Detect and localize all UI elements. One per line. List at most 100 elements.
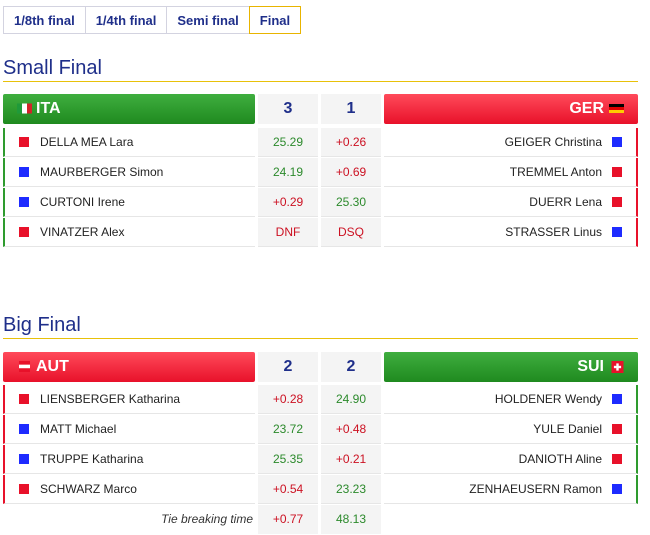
left-athlete-cell[interactable]: MATT Michael [3,415,255,444]
team-score-right: 2 [321,352,381,382]
course-red-marker [612,197,622,207]
course-blue-marker [19,424,29,434]
left-time: DNF [258,218,318,247]
right-time: +0.26 [321,128,381,157]
course-blue-marker [612,137,622,147]
left-athlete-cell[interactable]: TRUPPE Katharina [3,445,255,474]
right-time: 25.30 [321,188,381,217]
right-time: 24.90 [321,385,381,414]
course-red-marker [612,167,622,177]
section-divider [3,81,638,82]
course-blue-marker [612,484,622,494]
left-athlete-name: MAURBERGER Simon [40,165,164,179]
right-athlete-name: DANIOTH Aline [518,452,602,466]
left-time: 25.35 [258,445,318,474]
team-code: AUT [36,358,69,375]
tab-1-4th-final[interactable]: 1/4th final [84,6,168,34]
course-blue-marker [612,394,622,404]
left-athlete-cell[interactable]: LIENSBERGER Katharina [3,385,255,414]
section-title-big-final: Big Final [3,314,81,336]
course-blue-marker [19,454,29,464]
right-athlete-cell[interactable]: DUERR Lena [384,188,638,217]
left-athlete-cell[interactable]: SCHWARZ Marco [3,475,255,504]
left-time: 25.29 [258,128,318,157]
tie-break-left-time: +0.77 [258,505,318,534]
team-score-left: 3 [258,94,318,124]
matchup-row: TRUPPE Katharina 25.35 +0.21 DANIOTH Aline [3,445,638,475]
matchup-row: MATT Michael 23.72 +0.48 YULE Daniel [3,415,638,445]
left-athlete-name: TRUPPE Katharina [40,452,144,466]
right-athlete-name: DUERR Lena [529,195,602,209]
left-athlete-name: DELLA MEA Lara [40,135,134,149]
right-athlete-name: TREMMEL Anton [509,165,602,179]
course-red-marker [612,424,622,434]
right-time: +0.21 [321,445,381,474]
left-time: 23.72 [258,415,318,444]
left-time: 24.19 [258,158,318,187]
left-athlete-name: MATT Michael [40,422,117,436]
left-athlete-cell[interactable]: MAURBERGER Simon [3,158,255,187]
course-red-marker [612,454,622,464]
switzerland-flag-icon [611,361,624,373]
team-header-sui: SUI [384,352,638,382]
right-athlete-cell[interactable]: DANIOTH Aline [384,445,638,474]
tab-1-8th-final[interactable]: 1/8th final [3,6,86,34]
right-athlete-name: STRASSER Linus [505,225,602,239]
course-red-marker [19,137,29,147]
matchup-row: SCHWARZ Marco +0.54 23.23 ZENHAEUSERN Ramon [3,475,638,505]
course-red-marker [19,394,29,404]
course-blue-marker [612,227,622,237]
team-code: SUI [577,358,604,375]
team-score-left: 2 [258,352,318,382]
left-time: +0.54 [258,475,318,504]
course-blue-marker [19,167,29,177]
matchup-row: VINATZER Alex DNF DSQ STRASSER Linus [3,218,638,248]
section-divider [3,338,638,339]
team-header-ita: ITA [3,94,255,124]
right-athlete-cell[interactable]: ZENHAEUSERN Ramon [384,475,638,504]
right-time: +0.69 [321,158,381,187]
left-athlete-cell[interactable]: CURTONI Irene [3,188,255,217]
team-score-right: 1 [321,94,381,124]
austria-flag-icon [19,361,30,372]
right-time: +0.48 [321,415,381,444]
right-athlete-cell[interactable]: HOLDENER Wendy [384,385,638,414]
right-time: 23.23 [321,475,381,504]
right-athlete-name: YULE Daniel [533,422,602,436]
round-tabs: 1/8th final 1/4th final Semi final Final [3,6,302,34]
right-athlete-cell[interactable]: TREMMEL Anton [384,158,638,187]
germany-flag-icon [609,104,624,113]
right-time: DSQ [321,218,381,247]
tie-breaking-label: Tie breaking time [161,512,253,526]
left-time: +0.29 [258,188,318,217]
left-athlete-cell[interactable]: VINATZER Alex [3,218,255,247]
italy-flag-icon [17,103,32,114]
matchup-row: CURTONI Irene +0.29 25.30 DUERR Lena [3,188,638,218]
team-code: GER [569,100,604,117]
right-athlete-cell[interactable]: STRASSER Linus [384,218,638,247]
matchup-row: LIENSBERGER Katharina +0.28 24.90 HOLDENER … [3,385,638,415]
left-time: +0.28 [258,385,318,414]
tie-break-right-time: 48.13 [321,505,381,534]
left-athlete-name: CURTONI Irene [40,195,125,209]
tab-final[interactable]: Final [248,6,302,34]
matchup-row: MAURBERGER Simon 24.19 +0.69 TREMMEL Anton [3,158,638,188]
right-athlete-name: HOLDENER Wendy [494,392,602,406]
course-red-marker [19,484,29,494]
right-athlete-cell[interactable]: YULE Daniel [384,415,638,444]
left-athlete-name: SCHWARZ Marco [40,482,137,496]
section-title-small-final: Small Final [3,57,102,79]
matchup-row: DELLA MEA Lara 25.29 +0.26 GEIGER Christina [3,128,638,158]
tab-semi-final[interactable]: Semi final [166,6,250,34]
left-athlete-name: LIENSBERGER Katharina [40,392,181,406]
right-athlete-name: ZENHAEUSERN Ramon [469,482,602,496]
right-athlete-cell[interactable]: GEIGER Christina [384,128,638,157]
course-red-marker [19,227,29,237]
left-athlete-cell[interactable]: DELLA MEA Lara [3,128,255,157]
team-header-ger: GER [384,94,638,124]
left-athlete-name: VINATZER Alex [40,225,125,239]
team-code: ITA [36,100,61,117]
team-header-aut: AUT [3,352,255,382]
course-blue-marker [19,197,29,207]
right-athlete-name: GEIGER Christina [504,135,602,149]
